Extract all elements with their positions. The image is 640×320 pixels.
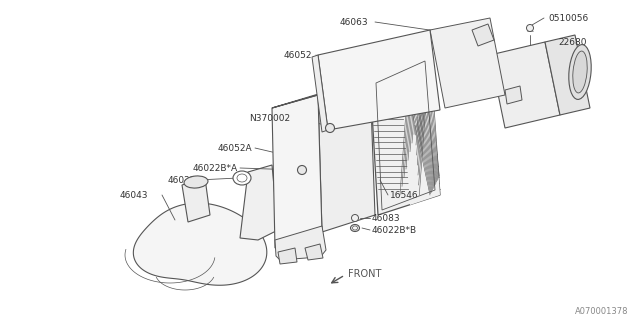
- Polygon shape: [275, 226, 326, 260]
- Text: 46052: 46052: [284, 51, 312, 60]
- Text: 46022B*A: 46022B*A: [193, 164, 238, 172]
- Text: 46052A: 46052A: [218, 143, 252, 153]
- Polygon shape: [430, 18, 505, 108]
- Polygon shape: [370, 55, 440, 215]
- Text: 46022B*B: 46022B*B: [372, 226, 417, 235]
- Polygon shape: [400, 55, 440, 205]
- Polygon shape: [505, 86, 522, 104]
- Ellipse shape: [351, 214, 358, 221]
- Text: 46083: 46083: [372, 213, 401, 222]
- Ellipse shape: [326, 124, 335, 132]
- Polygon shape: [272, 78, 370, 108]
- Ellipse shape: [184, 176, 208, 188]
- Polygon shape: [312, 55, 328, 132]
- Polygon shape: [318, 78, 375, 232]
- Polygon shape: [240, 165, 278, 240]
- Ellipse shape: [573, 51, 588, 93]
- Polygon shape: [305, 244, 323, 260]
- Text: N370002: N370002: [249, 114, 290, 123]
- Text: FRONT: FRONT: [348, 269, 381, 279]
- Ellipse shape: [527, 25, 534, 31]
- Ellipse shape: [569, 44, 591, 100]
- Polygon shape: [272, 95, 322, 248]
- Ellipse shape: [237, 174, 247, 182]
- Text: 46022: 46022: [168, 175, 196, 185]
- Polygon shape: [318, 30, 440, 130]
- Text: 22680: 22680: [558, 37, 586, 46]
- Text: 16546: 16546: [390, 190, 419, 199]
- Ellipse shape: [353, 226, 358, 230]
- Text: A070001378: A070001378: [575, 308, 628, 316]
- Polygon shape: [182, 178, 210, 222]
- Polygon shape: [472, 24, 494, 46]
- Polygon shape: [545, 35, 590, 115]
- Ellipse shape: [298, 165, 307, 174]
- Ellipse shape: [233, 171, 251, 185]
- Polygon shape: [278, 248, 297, 264]
- Text: 46043: 46043: [120, 190, 148, 199]
- Ellipse shape: [351, 225, 360, 231]
- Polygon shape: [133, 203, 267, 285]
- Text: 46063: 46063: [340, 18, 369, 27]
- Text: 0510056: 0510056: [548, 13, 588, 22]
- Polygon shape: [490, 42, 560, 128]
